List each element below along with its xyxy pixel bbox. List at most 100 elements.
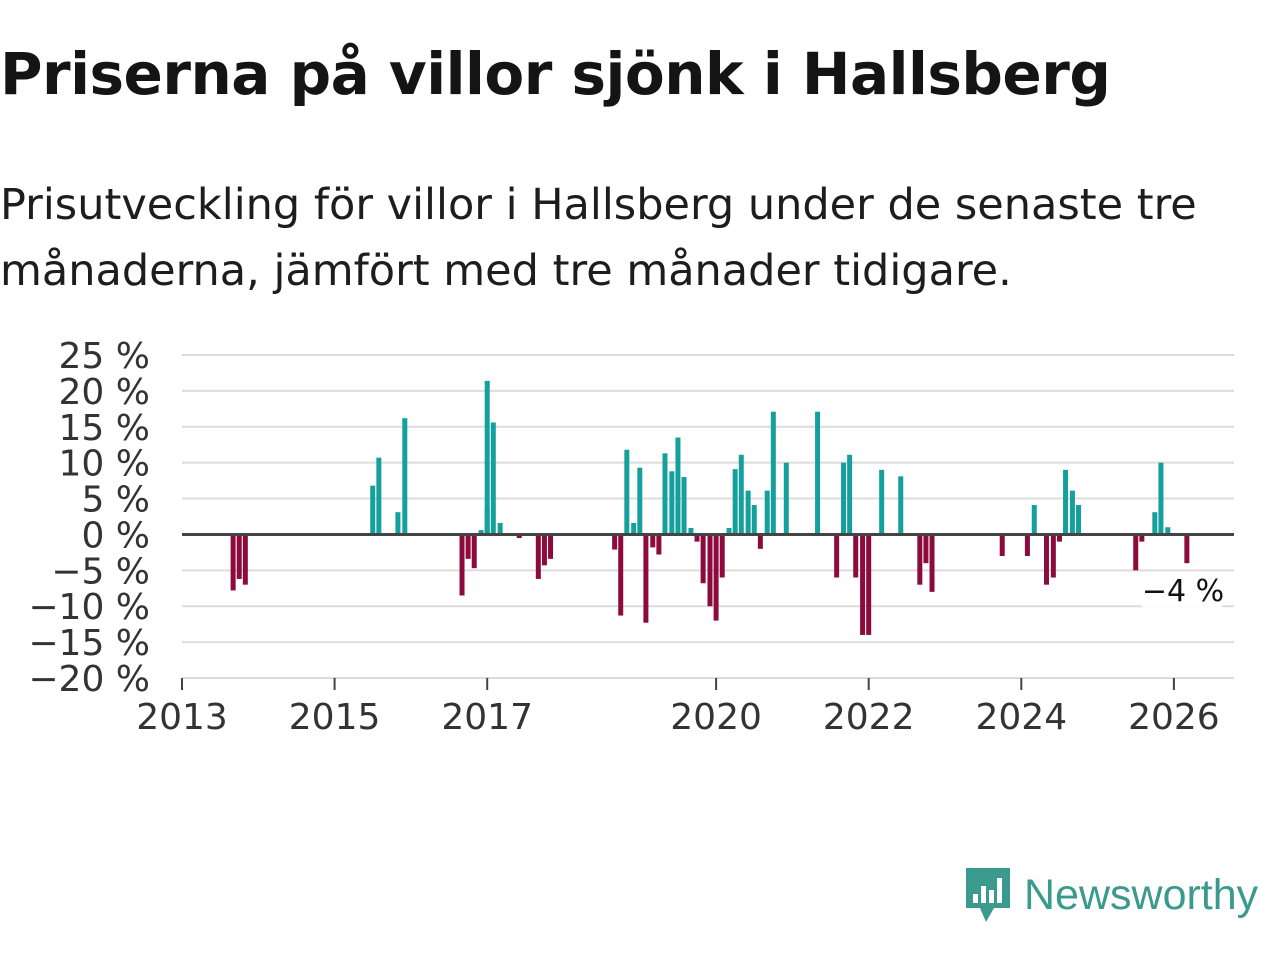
- bar: [484, 380, 490, 535]
- brand: Newsworthy: [962, 862, 1258, 928]
- bar: [732, 469, 738, 535]
- bar: [402, 418, 408, 535]
- bar: [612, 534, 618, 550]
- bar: [1056, 534, 1062, 542]
- bar: [548, 534, 554, 559]
- bar: [242, 534, 248, 585]
- bar: [841, 462, 847, 535]
- bar: [694, 534, 700, 542]
- bar: [1133, 534, 1139, 571]
- bar: [834, 534, 840, 578]
- y-tick-label: −15 %: [28, 623, 150, 664]
- bar: [1139, 534, 1145, 542]
- bar: [1165, 527, 1171, 535]
- bar: [929, 534, 935, 592]
- bar: [516, 534, 522, 539]
- y-tick-label: 10 %: [59, 444, 150, 485]
- bar: [1158, 462, 1164, 535]
- bar: [370, 485, 376, 535]
- bar: [898, 476, 904, 535]
- bar: [459, 534, 465, 596]
- chart-title: Priserna på villor sjönk i Hallsberg: [0, 40, 1111, 108]
- last-value-annotation: −4 %: [1140, 574, 1224, 610]
- y-tick-label: −5 %: [51, 551, 150, 592]
- bar: [656, 534, 662, 555]
- bar: [726, 527, 732, 535]
- y-axis-labels: 25 %20 %15 %10 %5 %0 %−5 %−10 %−15 %−20 …: [28, 336, 150, 700]
- bar: [669, 471, 675, 535]
- brand-name: Newsworthy: [1024, 870, 1259, 919]
- bar: [866, 534, 872, 635]
- bar: [236, 534, 242, 579]
- bar: [497, 522, 503, 535]
- bar: [1031, 505, 1037, 535]
- bar: [1069, 490, 1075, 535]
- bar: [618, 534, 624, 616]
- bar: [707, 534, 713, 607]
- bar: [395, 512, 401, 535]
- bar: [541, 534, 547, 566]
- bar: [815, 411, 821, 535]
- bar: [376, 457, 382, 535]
- bar: [637, 467, 643, 535]
- y-tick-label: −10 %: [28, 587, 150, 628]
- bar: [681, 477, 687, 535]
- bar: [860, 534, 866, 635]
- bar: [1076, 505, 1082, 535]
- bar: [688, 527, 694, 535]
- bar: [230, 534, 236, 591]
- x-axis: 2013 2015 2017 2020 2022 2024 2026: [136, 532, 1234, 738]
- bar: [624, 449, 630, 535]
- y-tick-label: −20 %: [28, 659, 150, 700]
- bars: [230, 380, 1190, 635]
- bar: [764, 490, 770, 535]
- y-tick-label: 20 %: [59, 372, 150, 413]
- bar: [1043, 534, 1049, 585]
- bar: [757, 534, 763, 549]
- y-tick-label: 5 %: [81, 480, 150, 521]
- chart-subtitle: Prisutveckling för villor i Hallsberg un…: [0, 180, 1197, 296]
- bar: [1184, 534, 1190, 564]
- bar: [999, 534, 1005, 556]
- bar: [650, 534, 656, 548]
- bar: [478, 530, 484, 535]
- bar-chart: 25 %20 %15 %10 %5 %0 %−5 %−10 %−15 %−20 …: [28, 336, 1234, 738]
- x-tick-label: 2017: [441, 697, 533, 738]
- bar: [631, 522, 637, 535]
- x-tick-label: 2020: [670, 697, 762, 738]
- x-tick-label: 2024: [975, 697, 1067, 738]
- annotation-bg: [1140, 575, 1224, 610]
- y-tick-label: 0 %: [81, 515, 150, 556]
- bar: [535, 534, 541, 579]
- bar: [847, 454, 853, 535]
- x-tick-label: 2015: [289, 697, 381, 738]
- bar: [770, 411, 776, 535]
- bar: [471, 534, 477, 569]
- bar: [1063, 469, 1069, 535]
- bar: [783, 462, 789, 535]
- x-tick-label: 2026: [1128, 697, 1220, 738]
- bar: [751, 505, 757, 535]
- bar: [662, 453, 668, 535]
- bar: [923, 534, 929, 564]
- bar: [745, 490, 751, 535]
- x-tick-label: 2013: [136, 697, 228, 738]
- bar: [700, 534, 706, 584]
- bar: [738, 454, 744, 535]
- bar: [719, 534, 725, 578]
- bar: [853, 534, 859, 578]
- y-tick-label: 15 %: [59, 408, 150, 449]
- bar: [879, 469, 885, 535]
- bar: [713, 534, 719, 621]
- bar: [643, 534, 649, 623]
- annotation-label: −4 %: [1142, 574, 1224, 609]
- x-tick-label: 2022: [823, 697, 915, 738]
- newsworthy-logo-icon: [966, 868, 1010, 922]
- bar: [917, 534, 923, 585]
- bar: [1152, 512, 1158, 535]
- bar: [465, 534, 471, 559]
- bar: [675, 437, 681, 535]
- bar: [1050, 534, 1056, 578]
- y-tick-label: 25 %: [59, 336, 150, 377]
- bar: [1024, 534, 1030, 556]
